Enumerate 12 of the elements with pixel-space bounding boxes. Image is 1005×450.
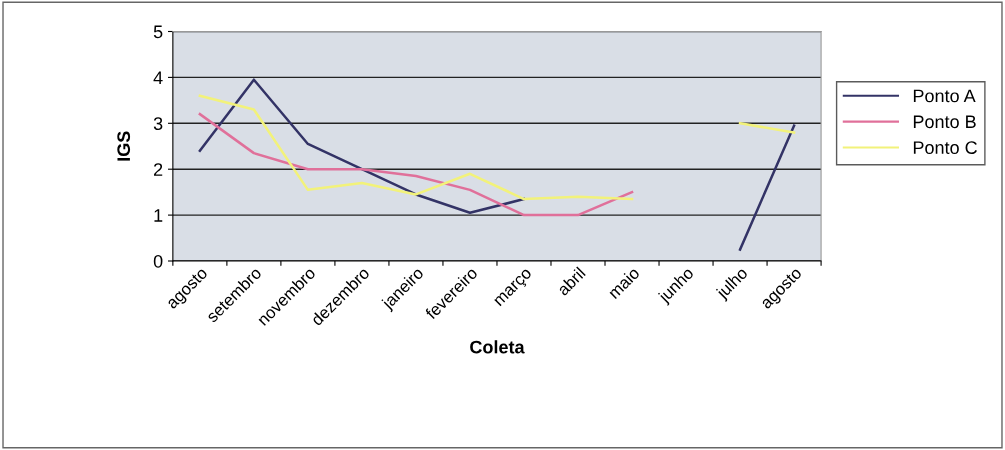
- x-axis-title: Coleta: [470, 340, 525, 354]
- y-tick-label: 5: [153, 25, 163, 39]
- y-axis-title: IGS: [117, 131, 131, 161]
- legend-label: Ponto C: [913, 141, 977, 155]
- y-tick-label: 0: [153, 254, 163, 268]
- y-tick-label: 1: [154, 209, 163, 222]
- y-tick-label: 4: [153, 71, 163, 84]
- legend-label: Ponto B: [913, 115, 976, 129]
- legend-label: Ponto A: [913, 89, 976, 103]
- y-tick-label: 3: [153, 117, 163, 131]
- y-tick-label: 2: [154, 163, 163, 176]
- line-series: [198, 112, 634, 217]
